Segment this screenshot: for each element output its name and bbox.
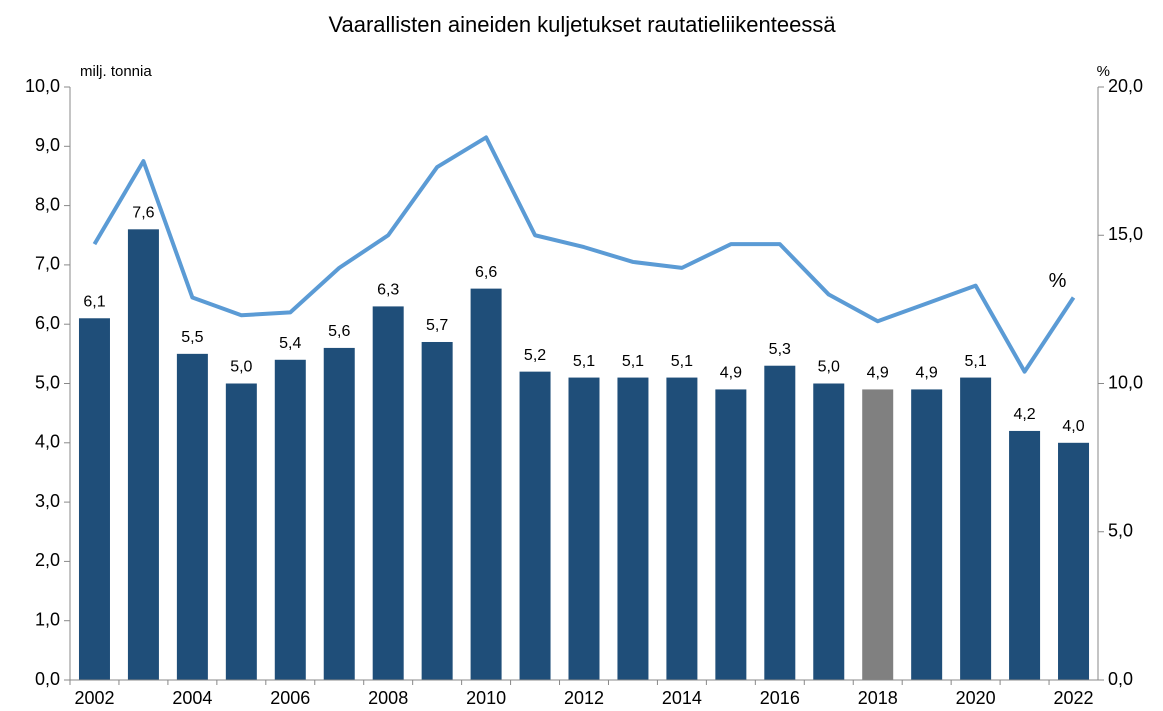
bar — [960, 377, 992, 680]
value-label: 5,6 — [328, 323, 350, 340]
value-label: 4,2 — [1013, 406, 1035, 423]
value-label: 5,1 — [964, 353, 986, 370]
bar — [372, 306, 404, 680]
y-tick-label: 4,0 — [35, 432, 60, 452]
bar — [666, 377, 698, 680]
bar — [78, 318, 110, 680]
value-label: 4,9 — [867, 365, 889, 382]
bar — [911, 389, 943, 680]
x-tick-label: 2004 — [172, 688, 212, 706]
value-label: 5,3 — [769, 341, 791, 358]
y2-tick-label: 0,0 — [1108, 669, 1133, 689]
y-tick-label: 10,0 — [25, 76, 60, 96]
value-label: 7,6 — [132, 205, 154, 222]
x-tick-label: 2014 — [662, 688, 702, 706]
y2-tick-label: 10,0 — [1108, 372, 1143, 392]
value-label: 5,2 — [524, 347, 546, 364]
value-label: 5,5 — [181, 329, 203, 346]
bar — [127, 229, 159, 680]
y-tick-label: 7,0 — [35, 254, 60, 274]
series-label: % — [1049, 270, 1067, 292]
bar — [617, 377, 649, 680]
value-label: 5,1 — [671, 353, 693, 370]
y-tick-label: 2,0 — [35, 550, 60, 570]
value-label: 5,1 — [573, 353, 595, 370]
y-tick-label: 5,0 — [35, 372, 60, 392]
bar — [1009, 430, 1041, 680]
y-tick-label: 6,0 — [35, 313, 60, 333]
y-tick-label: 1,0 — [35, 609, 60, 629]
bar — [421, 341, 453, 680]
x-tick-label: 2010 — [466, 688, 506, 706]
x-tick-label: 2018 — [858, 688, 898, 706]
x-tick-label: 2012 — [564, 688, 604, 706]
value-label: 6,1 — [83, 293, 105, 310]
bar — [323, 347, 355, 680]
chart-title: Vaarallisten aineiden kuljetukset rautat… — [328, 12, 836, 37]
value-label: 5,0 — [230, 359, 252, 376]
y2-tick-label: 20,0 — [1108, 76, 1143, 96]
bar — [470, 288, 502, 680]
bar — [764, 365, 796, 680]
value-label: 6,3 — [377, 282, 399, 299]
bar — [225, 383, 257, 680]
y-axis-label: milj. tonnia — [80, 63, 152, 80]
bar — [1058, 442, 1090, 680]
bar — [813, 383, 845, 680]
y2-tick-label: 15,0 — [1108, 224, 1143, 244]
x-tick-label: 2008 — [368, 688, 408, 706]
value-label: 4,9 — [720, 365, 742, 382]
x-tick-label: 2006 — [270, 688, 310, 706]
bar — [176, 353, 208, 680]
y2-tick-label: 5,0 — [1108, 521, 1133, 541]
x-tick-label: 2016 — [760, 688, 800, 706]
bar — [274, 359, 306, 680]
value-label: 5,4 — [279, 335, 301, 352]
bar — [568, 377, 600, 680]
bar — [519, 371, 551, 680]
x-tick-label: 2022 — [1054, 688, 1094, 706]
bar — [862, 389, 894, 680]
line — [92, 135, 1076, 374]
y-tick-label: 8,0 — [35, 194, 60, 214]
value-label: 5,0 — [818, 359, 840, 376]
y2-axis-label: % — [1097, 63, 1110, 80]
value-label: 5,7 — [426, 317, 448, 334]
value-label: 4,9 — [916, 365, 938, 382]
value-label: 5,1 — [622, 353, 644, 370]
bar — [715, 389, 747, 680]
y-tick-label: 3,0 — [35, 491, 60, 511]
x-tick-label: 2020 — [956, 688, 996, 706]
value-label: 6,6 — [475, 264, 497, 281]
y-tick-label: 0,0 — [35, 669, 60, 689]
x-tick-label: 2002 — [74, 688, 114, 706]
y-tick-label: 9,0 — [35, 135, 60, 155]
value-label: 4,0 — [1062, 418, 1084, 435]
